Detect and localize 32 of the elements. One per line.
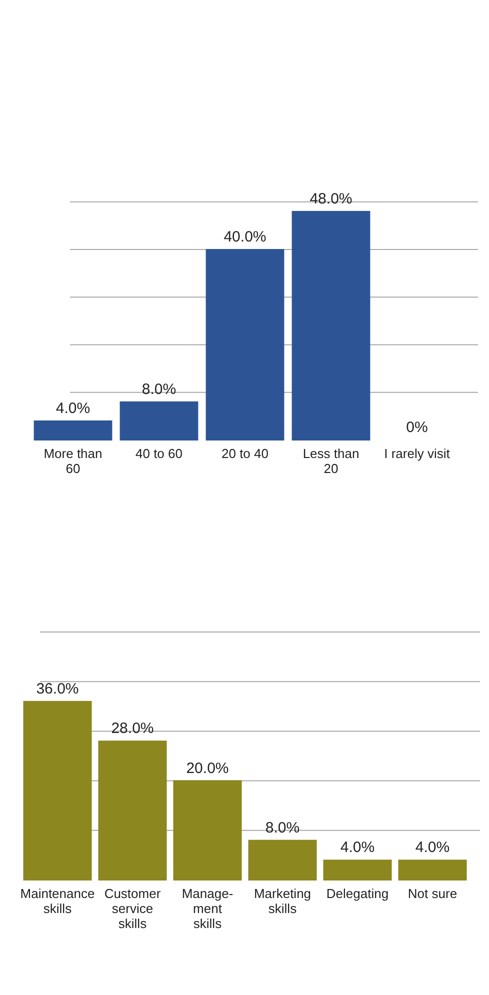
x-tick-label: 40 to 60 — [136, 446, 182, 461]
bar — [98, 740, 167, 880]
x-tick-label: Less than 20 — [302, 446, 360, 476]
x-tick-label: 20 to 40 — [222, 446, 268, 461]
bar — [23, 700, 92, 880]
data-label: 36.0% — [36, 680, 79, 698]
x-tick-label: Not sure — [408, 886, 458, 901]
x-tick-label: Delegating — [326, 886, 389, 901]
data-label: 4.0% — [415, 839, 450, 856]
data-label: 28.0% — [111, 720, 154, 738]
bar — [323, 860, 392, 880]
bar — [292, 210, 370, 440]
bar — [173, 780, 242, 880]
bar — [120, 401, 198, 440]
data-label: 8.0% — [142, 380, 176, 398]
bar — [398, 860, 467, 880]
bar — [248, 840, 317, 880]
data-label: 4.0% — [340, 839, 375, 856]
x-tick-label: Manage-ment skills — [182, 886, 234, 931]
x-tick-label: Marketing skills — [254, 886, 312, 916]
data-label: 8.0% — [265, 819, 300, 836]
bar — [34, 420, 112, 440]
data-label: 0% — [406, 419, 428, 436]
x-tick-label: Customer service skills — [104, 886, 162, 931]
x-tick-label: More than 60 — [44, 446, 102, 476]
data-label: 40.0% — [224, 228, 266, 246]
bar — [206, 249, 284, 440]
x-tick-label: I rarely visit — [384, 446, 450, 461]
data-label: 20.0% — [186, 760, 229, 777]
data-label: 48.0% — [310, 190, 352, 208]
x-tick-label: Maintenance skills — [20, 886, 95, 916]
data-label: 4.0% — [56, 400, 90, 417]
